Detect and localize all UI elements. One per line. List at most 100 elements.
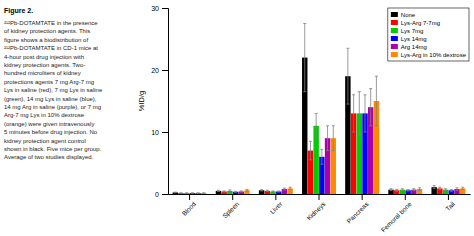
error-bar-stem [370, 89, 371, 126]
error-bar-cap [277, 191, 280, 192]
error-bar-cap [444, 190, 447, 191]
error-bar-cap [289, 189, 292, 190]
error-bar-stem [192, 192, 193, 193]
tick-mark [275, 194, 276, 200]
error-bar-cap [260, 190, 263, 191]
error-bar-stem [456, 188, 457, 190]
error-bar-cap [260, 189, 263, 190]
error-bar-cap [401, 190, 404, 191]
error-bar-cap [332, 125, 335, 126]
tick-label: 10 [151, 129, 159, 136]
error-bar-cap [395, 191, 398, 192]
error-bar-stem [186, 192, 187, 193]
error-bar-stem [278, 191, 279, 193]
series [190, 95, 454, 194]
error-bar-cap [234, 191, 237, 192]
legend-swatch [391, 20, 398, 25]
error-bar [240, 191, 243, 192]
caption-line: Average of two studies displayed. [4, 154, 94, 160]
error-bar-cap [433, 185, 436, 186]
tick-mark [232, 194, 233, 200]
error-bar-cap [180, 193, 183, 194]
error-bar-cap [185, 193, 188, 194]
error-bar [326, 126, 329, 151]
error-bar-cap [228, 191, 231, 192]
error-bar-cap [185, 192, 188, 193]
error-bar [174, 192, 177, 194]
bar [411, 190, 416, 194]
error-bar-cap [234, 192, 237, 193]
legend-frame [388, 8, 469, 61]
tick-label: Femoral bone [380, 200, 414, 234]
tick-label: 30 [151, 5, 159, 12]
error-bar [352, 95, 355, 132]
error-bar-cap [375, 76, 378, 77]
y-axis: 0102030 [151, 5, 168, 198]
error-bar-cap [245, 189, 248, 190]
error-bar-cap [309, 159, 312, 160]
caption-line: protections agents 7 mg Arg-7 mg [4, 79, 94, 85]
error-bar-cap [363, 132, 366, 133]
tick: Liver [268, 194, 284, 215]
error-bar-cap [346, 48, 349, 49]
error-bar-stem [359, 92, 360, 135]
error-bar-cap [358, 91, 361, 92]
error-bar-cap [272, 192, 275, 193]
error-bar-stem [316, 113, 317, 138]
error-bar-cap [455, 187, 458, 188]
error-bar-cap [217, 190, 220, 191]
error-bar-cap [223, 190, 226, 191]
error-bar-cap [461, 187, 464, 188]
legend-label: Lys 14mg [401, 36, 427, 42]
series [201, 76, 465, 194]
error-bar [369, 89, 372, 126]
error-bar-stem [310, 141, 311, 160]
error-bar-stem [224, 191, 225, 192]
tick-label: 0 [155, 191, 159, 198]
error-bar [217, 190, 220, 191]
bar [270, 192, 275, 194]
error-bar-stem [290, 187, 291, 189]
tick-label: Kidneys [305, 200, 328, 223]
error-bar-cap [289, 187, 292, 188]
error-bar-stem [321, 149, 322, 164]
error-bar-cap [332, 150, 335, 151]
legend-label: Lys-Arg 7-7mg [401, 20, 440, 26]
error-bar-stem [347, 48, 348, 104]
y-axis-title: %ID/g [137, 91, 146, 111]
error-bar [375, 76, 378, 126]
error-bar-stem [439, 187, 440, 189]
legend-swatch [391, 28, 398, 33]
error-bar-cap [407, 191, 410, 192]
bar [195, 193, 200, 194]
error-bar-cap [352, 94, 355, 95]
error-bar-cap [418, 187, 421, 188]
error-bar-stem [408, 190, 409, 191]
caption-line: of kidney protection agents. This [4, 28, 90, 34]
caption-line: 5 minutes before drug injection. No [4, 129, 98, 135]
tick-mark [162, 8, 168, 9]
error-bar-stem [402, 189, 403, 191]
error-bar-cap [450, 191, 453, 192]
error-bar [346, 48, 349, 104]
bar [173, 192, 178, 194]
caption-line: (orange) were given intravenously [4, 121, 94, 127]
error-bar-stem [434, 186, 435, 189]
legend-label: None [401, 12, 416, 18]
error-bar [283, 188, 286, 190]
error-bar-cap [407, 189, 410, 190]
caption-line: ²¹²Pb-DOTAMTATE in CD-1 mice at [4, 45, 98, 51]
error-bar-cap [326, 125, 329, 126]
error-bar-cap [240, 192, 243, 193]
error-bar [223, 191, 226, 192]
caption-line: Lys in saline (red), 7 mg Lys in saline [4, 87, 103, 93]
error-bar [407, 190, 410, 191]
error-bar-stem [198, 192, 199, 193]
error-bar [272, 191, 275, 193]
tick: Pancreas [345, 194, 370, 225]
tick: Blood [180, 194, 197, 217]
caption-line: figure shows a biodistribution of [4, 37, 88, 43]
error-bar-cap [369, 125, 372, 126]
bar [233, 192, 238, 194]
error-bar [412, 189, 415, 191]
